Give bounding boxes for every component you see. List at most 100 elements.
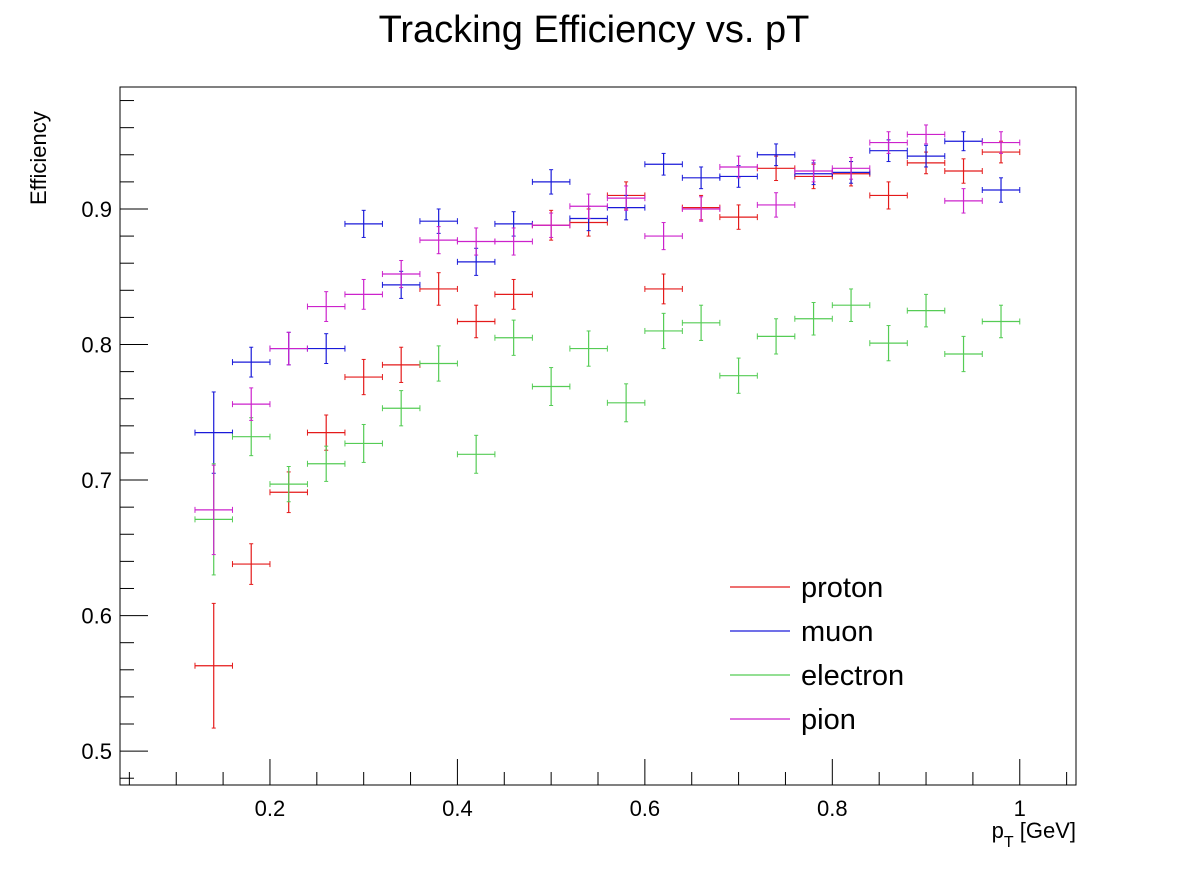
x-axis-label-main: p (992, 818, 1004, 843)
series-muon (194, 131, 1021, 474)
data-point-pion (381, 259, 421, 289)
x-axis-label-unit: [GeV] (1014, 818, 1076, 843)
data-point-electron (569, 330, 608, 367)
y-axis-label: Efficiency (26, 111, 51, 205)
axis-ticks (120, 100, 1068, 785)
data-point-proton (381, 346, 421, 383)
data-point-electron (306, 445, 346, 482)
data-point-pion (869, 131, 908, 154)
data-point-electron (456, 434, 496, 474)
data-point-muon (306, 333, 346, 364)
data-point-electron (644, 312, 683, 350)
data-point-proton (494, 278, 533, 310)
series-electron (194, 288, 1021, 576)
y-tick-label: 0.8 (81, 333, 112, 358)
data-point-muon (344, 209, 383, 238)
data-point-muon (756, 143, 796, 167)
legend-label: electron (801, 660, 904, 692)
legend-entry-electron: electron (730, 660, 904, 692)
data-point-pion (456, 227, 496, 256)
legend-entry-proton: proton (730, 572, 883, 604)
data-point-muon (231, 346, 271, 378)
data-point-electron (794, 301, 833, 336)
data-point-pion (831, 156, 871, 180)
data-point-electron (869, 325, 908, 362)
data-point-muon (681, 166, 721, 190)
x-axis-label-sub: T (1004, 834, 1014, 851)
legend-label: proton (801, 572, 883, 604)
data-point-electron (381, 390, 421, 427)
data-point-pion (944, 188, 983, 214)
data-point-proton (644, 273, 683, 305)
data-point-proton (869, 181, 908, 210)
y-tick-label: 0.9 (81, 197, 112, 222)
data-point-electron (231, 417, 271, 457)
data-point-muon (531, 169, 571, 195)
data-point-electron (944, 335, 983, 373)
data-point-pion (419, 226, 458, 255)
x-axis-label: pT [GeV] (992, 818, 1076, 851)
x-tick-label: 0.2 (255, 796, 286, 821)
data-point-pion (756, 192, 796, 218)
data-point-proton (306, 414, 346, 451)
data-point-muon (194, 391, 233, 474)
data-point-electron (719, 357, 758, 394)
legend-entry-pion: pion (730, 704, 856, 736)
y-tick-label: 0.5 (81, 739, 112, 764)
series-proton (194, 140, 1021, 729)
data-point-electron (906, 293, 946, 328)
data-point-pion (494, 227, 533, 256)
legend-label: muon (801, 616, 874, 648)
data-point-electron (831, 288, 871, 322)
data-point-pion (194, 464, 233, 556)
tick-labels: 0.2 0.4 0.6 0.8 1 0.5 0.6 0.7 0.8 0.9 (81, 197, 1025, 821)
x-tick-label: 0.4 (442, 796, 473, 821)
data-point-muon (644, 152, 683, 176)
data-point-pion (231, 387, 271, 421)
legend: proton muon electron pion (730, 572, 904, 736)
data-point-proton (231, 543, 271, 585)
x-tick-label: 1 (1014, 796, 1026, 821)
legend-label: pion (801, 704, 856, 736)
data-point-proton (344, 358, 383, 396)
data-point-pion (606, 185, 646, 211)
data-point-electron (344, 423, 383, 463)
data-point-muon (944, 131, 983, 152)
data-point-proton (194, 602, 233, 729)
data-point-pion (269, 331, 308, 366)
data-point-pion (306, 291, 346, 322)
data-point-pion (569, 193, 608, 219)
chart-title: Tracking Efficiency vs. pT (379, 9, 810, 51)
data-point-electron (531, 367, 571, 407)
series-pion (194, 124, 1021, 556)
y-tick-label: 0.7 (81, 468, 112, 493)
data-point-electron (494, 319, 533, 356)
data-point-pion (906, 124, 946, 145)
x-tick-label: 0.6 (630, 796, 661, 821)
data-point-proton (419, 272, 458, 306)
data-point-proton (944, 158, 983, 184)
data-point-muon (906, 144, 946, 168)
data-point-electron (269, 465, 308, 503)
plot-frame (119, 86, 1077, 786)
data-point-pion (981, 131, 1021, 154)
data-point-muon (981, 177, 1021, 203)
data-point-electron (981, 304, 1021, 339)
data-point-proton (456, 304, 496, 339)
data-point-electron (756, 318, 796, 355)
data-point-electron (681, 304, 721, 341)
data-point-pion (681, 196, 721, 222)
x-tick-label: 0.8 (817, 796, 848, 821)
data-point-electron (606, 383, 646, 423)
data-point-proton (719, 204, 758, 230)
data-point-pion (719, 155, 758, 179)
data-point-pion (644, 222, 683, 251)
y-tick-label: 0.6 (81, 604, 112, 629)
data-point-pion (344, 278, 383, 310)
data-point-pion (531, 212, 571, 238)
data-point-electron (419, 345, 458, 382)
series-group (194, 124, 1021, 729)
data-point-pion (794, 159, 833, 183)
legend-entry-muon: muon (730, 616, 874, 648)
